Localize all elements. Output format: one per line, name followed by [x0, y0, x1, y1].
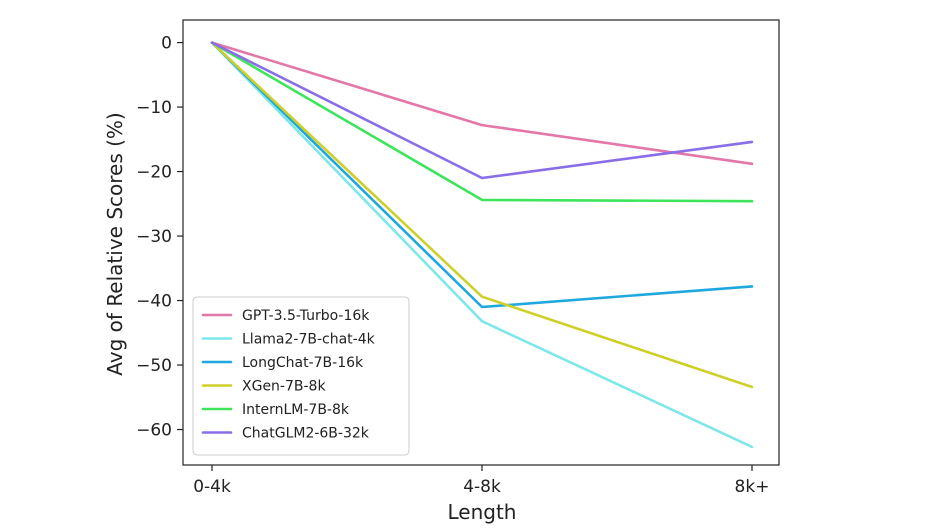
series-line-3: [210, 41, 754, 389]
series-line-4: [210, 41, 754, 203]
legend-label-3: XGen-7B-8k: [242, 379, 326, 395]
y-tick-label: −10: [136, 98, 172, 118]
legend-label-2: LongChat-7B-16k: [242, 355, 364, 371]
plot-frame: [182, 19, 780, 466]
axes: [182, 19, 780, 466]
legend-label-1: Llama2-7B-chat-4k: [242, 332, 376, 348]
legend-label-5: ChatGLM2-6B-32k: [242, 426, 370, 442]
series-line-1: [210, 41, 754, 449]
legend: GPT-3.5-Turbo-16k Llama2-7B-chat-4k LongCh…: [192, 296, 410, 456]
legend-label-0: GPT-3.5-Turbo-16k: [242, 308, 370, 324]
x-tick-label: 8k+: [735, 477, 770, 497]
y-tick-label: −30: [136, 227, 172, 247]
legend-box: [192, 296, 410, 456]
y-tick-label: −40: [136, 292, 172, 312]
ticks: 0 −10 −20 −30 −40 −50 −60 0-4k 4-8k 8k+: [136, 34, 769, 497]
y-axis-label: Avg of Relative Scores (%): [103, 112, 127, 375]
y-tick-label: −20: [136, 163, 172, 183]
x-tick-label: 4-8k: [463, 477, 501, 497]
series-line-0: [210, 41, 754, 166]
series-line-2: [210, 41, 754, 309]
y-tick-label: −60: [136, 421, 172, 441]
x-tick-label: 0-4k: [193, 477, 231, 497]
legend-label-4: InternLM-7B-8k: [242, 402, 350, 418]
plot-lines: [210, 41, 754, 449]
x-axis-label: Length: [448, 500, 517, 524]
y-tick-label: 0: [161, 34, 172, 54]
y-tick-label: −50: [136, 356, 172, 376]
series-line-5: [210, 41, 754, 180]
